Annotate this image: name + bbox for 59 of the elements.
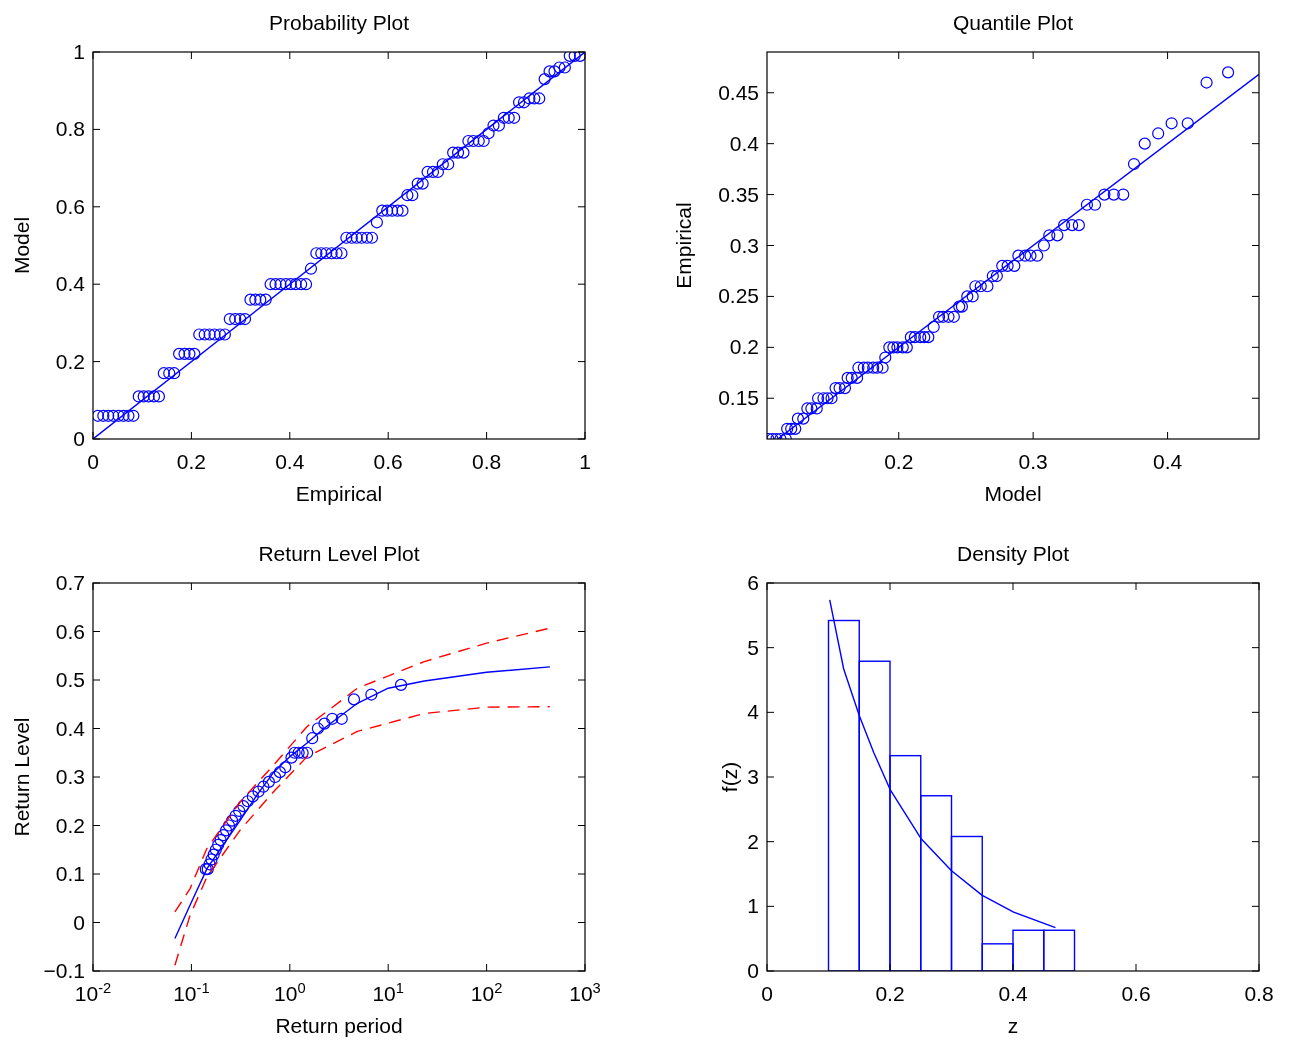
- y-tick-label: 0: [747, 959, 759, 982]
- chart-title: Density Plot: [956, 542, 1070, 565]
- y-tick-label: 0.4: [55, 272, 86, 296]
- y-tick-label: 6: [747, 571, 759, 594]
- y-tick-label: 0.3: [729, 233, 759, 257]
- y-tick-label: 0.3: [55, 765, 85, 788]
- y-axis-title: Empirical: [672, 202, 695, 289]
- y-tick-label: 1: [747, 894, 759, 918]
- y-tick-label: 0.15: [718, 386, 759, 410]
- y-tick-label: 0.45: [718, 80, 759, 104]
- chart-title: Probability Plot: [268, 11, 410, 34]
- x-tick-label: 10$^{-1}$: [173, 980, 210, 1005]
- y-tick-label: 0.2: [55, 349, 85, 373]
- x-tick-label: 0.4: [1152, 450, 1183, 473]
- y-tick-label: 0.7: [55, 571, 85, 594]
- chart-title: Return Level Plot: [258, 542, 420, 565]
- x-axis-title: Empirical: [295, 482, 383, 505]
- y-tick-label: 0.4: [55, 716, 86, 740]
- x-tick-label: 0.6: [373, 450, 403, 473]
- y-tick-label: 0.5: [55, 668, 85, 691]
- y-tick-label: 0.8: [55, 117, 85, 141]
- y-tick-label: 3: [747, 765, 759, 788]
- x-tick-label: 0.3: [1018, 450, 1048, 473]
- x-tick-label: 0.4: [998, 982, 1028, 1005]
- x-tick-label: 0.6: [1121, 982, 1151, 1005]
- y-tick-label: 0.2: [55, 813, 85, 837]
- y-tick-label: 5: [747, 635, 759, 659]
- x-axis-title: Return period: [275, 1014, 403, 1037]
- y-axis-title: Model: [10, 216, 33, 275]
- x-tick-label: 10$^{0}$: [274, 980, 306, 1005]
- y-tick-label: 2: [747, 829, 759, 853]
- y-axis-title: Return Level: [10, 717, 33, 837]
- x-tick-label: 0.2: [884, 450, 914, 473]
- x-tick-label: 0.2: [875, 982, 905, 1005]
- y-tick-label: 0.1: [55, 862, 85, 885]
- x-tick-label: 10$^{2}$: [470, 980, 503, 1005]
- y-tick-label: −0.1: [43, 959, 85, 982]
- y-tick-label: 0.35: [718, 182, 759, 206]
- x-tick-label: 0.8: [472, 450, 502, 473]
- x-tick-label: 0.8: [1244, 982, 1274, 1005]
- y-tick-label: 0.6: [55, 619, 85, 643]
- x-tick-label: 1: [579, 450, 591, 473]
- y-axis-title: f(z): [718, 761, 741, 793]
- chart-title: Quantile Plot: [952, 11, 1074, 34]
- y-tick-label: 4: [747, 700, 760, 724]
- y-tick-label: 0.25: [718, 284, 759, 308]
- y-tick-label: 0: [73, 427, 85, 450]
- x-tick-label: 10$^{1}$: [372, 980, 404, 1005]
- x-tick-label: 0.2: [176, 450, 206, 473]
- y-tick-label: 1: [73, 40, 85, 63]
- x-axis-title: Model: [984, 482, 1042, 505]
- x-axis-title: z: [1007, 1014, 1019, 1037]
- y-tick-label: 0.4: [729, 131, 760, 155]
- y-tick-label: 0: [73, 910, 85, 934]
- x-tick-label: 10$^{-2}$: [74, 980, 112, 1005]
- y-tick-label: 0.2: [729, 335, 759, 359]
- x-tick-label: 10$^{3}$: [569, 980, 601, 1005]
- x-tick-label: 0.4: [275, 450, 305, 473]
- y-tick-label: 0.6: [55, 194, 85, 218]
